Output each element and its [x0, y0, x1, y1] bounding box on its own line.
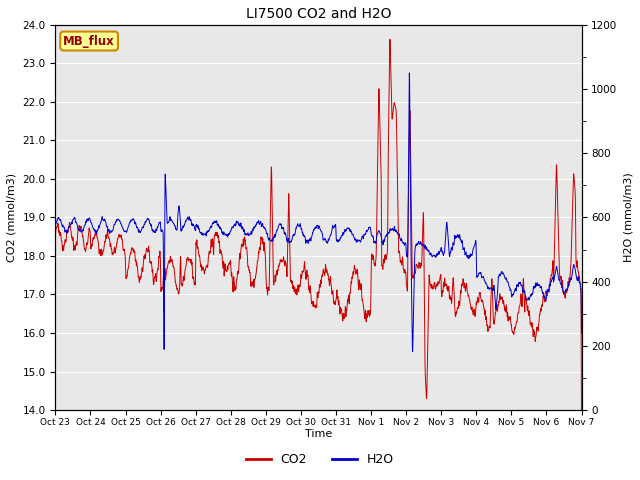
Y-axis label: CO2 (mmol/m3): CO2 (mmol/m3): [7, 173, 17, 262]
Legend: CO2, H2O: CO2, H2O: [241, 448, 399, 471]
Y-axis label: H2O (mmol/m3): H2O (mmol/m3): [623, 173, 633, 263]
Title: LI7500 CO2 and H2O: LI7500 CO2 and H2O: [246, 7, 391, 21]
X-axis label: Time: Time: [305, 430, 332, 440]
Text: MB_flux: MB_flux: [63, 35, 115, 48]
